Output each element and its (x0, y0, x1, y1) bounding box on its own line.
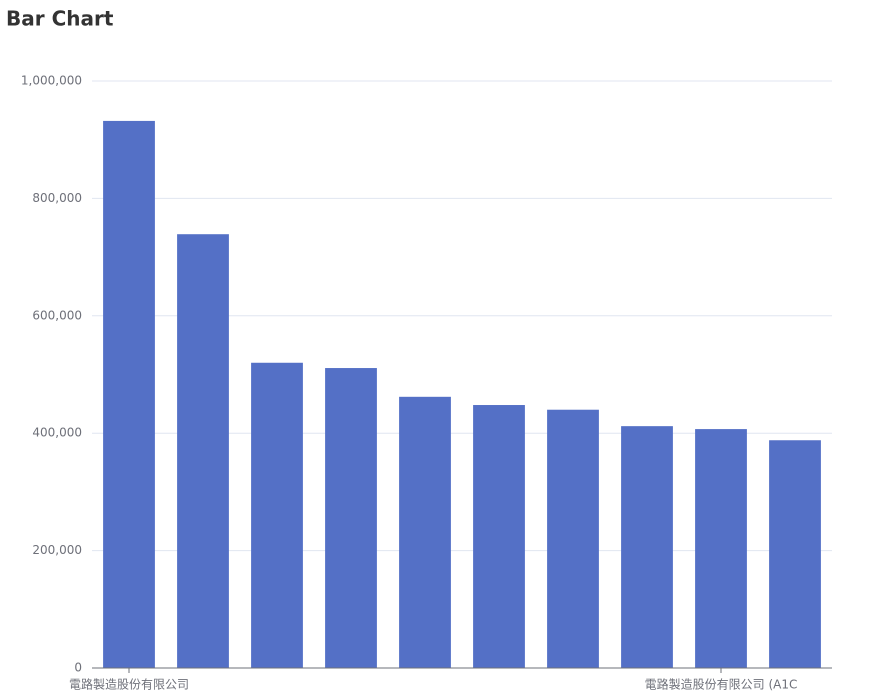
bar (621, 426, 673, 668)
bar (177, 234, 229, 668)
x-tick-label: 電路製造股份有限公司 (69, 677, 189, 692)
x-tick-label: 電路製造股份有限公司 (A1C (645, 677, 798, 692)
y-tick-label: 1,000,000 (21, 74, 82, 88)
y-tick-label: 0 (74, 661, 82, 675)
bar (769, 440, 821, 668)
bar (251, 362, 303, 668)
bar (473, 405, 525, 668)
chart-title: Bar Chart (6, 7, 114, 31)
bar (103, 120, 155, 668)
y-tick-label: 600,000 (32, 308, 82, 322)
bar (399, 396, 451, 668)
bar (547, 409, 599, 668)
bar (695, 429, 747, 668)
y-tick-label: 200,000 (32, 543, 82, 557)
y-tick-label: 400,000 (32, 426, 82, 440)
bar (325, 368, 377, 668)
y-tick-label: 800,000 (32, 191, 82, 205)
